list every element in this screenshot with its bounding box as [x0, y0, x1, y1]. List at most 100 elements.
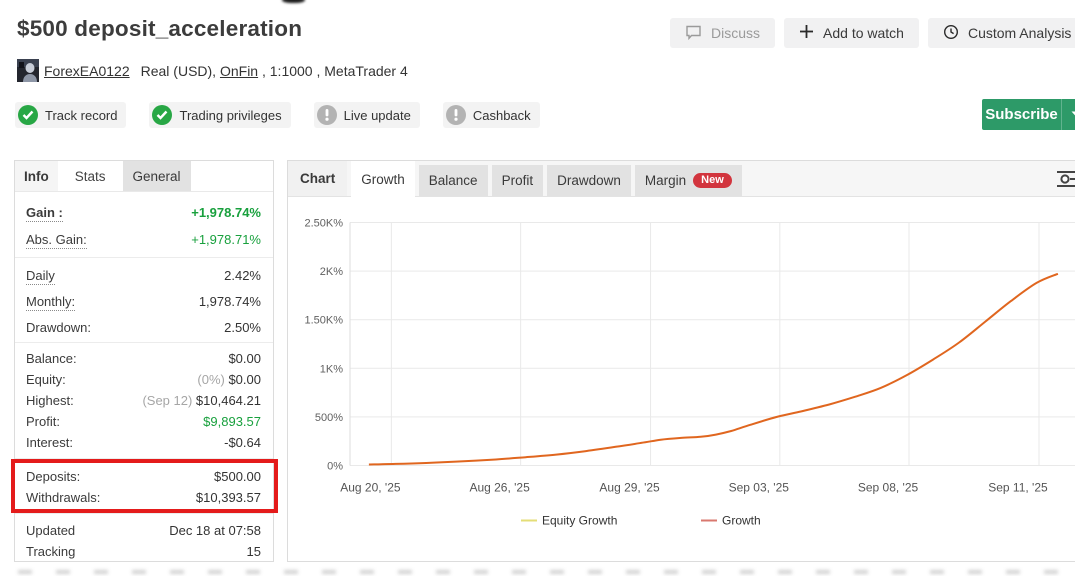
- tab-margin[interactable]: Margin New: [634, 165, 742, 196]
- x-tick-label: Sep 11, '25: [988, 481, 1048, 495]
- row-value: $0.00: [228, 351, 261, 366]
- speech-bubble-icon: [685, 24, 702, 43]
- row-value: $500.00: [214, 469, 261, 484]
- info-row-tracking: Tracking 15: [15, 541, 273, 562]
- badge-cashback: Cashback: [442, 102, 540, 128]
- info-row-gain: Gain : +1,978.74%: [15, 199, 273, 226]
- tab-general[interactable]: General: [122, 161, 191, 191]
- x-tick-label: Aug 20, '25: [340, 481, 401, 495]
- row-value: (0%) $0.00: [197, 372, 261, 387]
- row-value: +1,978.71%: [191, 232, 261, 247]
- account-row: ForexEA0122 Real (USD), OnFin , 1:1000 ,…: [17, 59, 408, 82]
- info-row-monthly: Monthly: 1,978.74%: [15, 288, 273, 314]
- badges-row: Track record Trading privileges Live updat…: [15, 102, 540, 128]
- custom-analysis-button[interactable]: Custom Analysis: [927, 18, 1075, 48]
- badge-live-update: Live update: [313, 102, 420, 128]
- custom-analysis-label: Custom Analysis: [967, 25, 1072, 41]
- row-value: +1,978.74%: [191, 205, 261, 220]
- info-row-deposits: Deposits: $500.00: [15, 466, 273, 487]
- cutoff-element-top: [282, 0, 305, 3]
- row-value: 2.42%: [224, 267, 261, 283]
- blurred-next-section: [18, 570, 1075, 574]
- row-label[interactable]: Monthly:: [26, 293, 76, 311]
- y-tick-label: 0%: [327, 461, 343, 473]
- row-label: Tracking: [26, 544, 76, 559]
- account-details: Real (USD), OnFin , 1:1000 , MetaTrader …: [141, 63, 408, 79]
- info-group-2: Balance: $0.00 Equity: (0%) $0.00 Highest: (S…: [15, 343, 273, 459]
- tab-balance[interactable]: Balance: [418, 165, 488, 196]
- tab-label: Chart: [300, 171, 336, 186]
- info-row-profit: Profit: $9,893.57: [15, 411, 273, 432]
- badge-track-record: Track record: [15, 102, 127, 128]
- add-to-watch-button[interactable]: Add to watch: [784, 18, 919, 48]
- subscribe-button[interactable]: Subscribe: [982, 99, 1075, 130]
- x-tick-label: Sep 08, '25: [858, 481, 919, 495]
- row-label: Balance:: [26, 351, 77, 366]
- exclamation-circle-icon: [316, 105, 337, 125]
- row-label[interactable]: Daily: [26, 267, 55, 285]
- caret-down-icon[interactable]: [1061, 99, 1075, 130]
- row-value: $9,893.57: [203, 414, 261, 429]
- plus-icon: [799, 24, 814, 42]
- info-row-updated: Updated Dec 18 at 07:58: [15, 520, 273, 541]
- row-value: 15: [246, 544, 261, 559]
- row-label[interactable]: Gain :: [26, 205, 63, 222]
- series-growth: [368, 272, 1059, 466]
- info-panel-rows: Gain : +1,978.74% Abs. Gain: +1,978.71% Dail…: [11, 192, 278, 568]
- header-actions: Discuss Add to watch Custom Analysis: [670, 18, 1075, 48]
- discuss-label: Discuss: [711, 25, 761, 41]
- y-tick-label: 2.50K%: [304, 218, 343, 230]
- legend-label[interactable]: Growth: [722, 514, 761, 528]
- row-label: Highest:: [26, 393, 74, 408]
- discuss-button[interactable]: Discuss: [670, 18, 776, 48]
- row-label: Deposits:: [26, 469, 81, 484]
- info-group-4: Updated Dec 18 at 07:58 Tracking 15: [15, 514, 273, 568]
- add-to-watch-label: Add to watch: [823, 25, 904, 41]
- y-tick-label: 1.50K%: [304, 315, 343, 327]
- row-value: (Sep 12) $10,464.21: [142, 393, 261, 408]
- row-value: -$0.64: [224, 435, 261, 450]
- row-value-prefix: (Sep 12): [142, 393, 196, 408]
- exclamation-circle-icon: [445, 105, 466, 125]
- row-value-prefix: (0%): [197, 372, 229, 387]
- chart-settings-icon[interactable]: [1056, 168, 1075, 190]
- row-label: Withdrawals:: [26, 490, 101, 505]
- badge-label: Live update: [343, 107, 411, 123]
- y-tick-label: 1K%: [320, 363, 343, 375]
- row-label: Equity:: [26, 372, 66, 387]
- row-value: Dec 18 at 07:58: [169, 523, 261, 538]
- clock-icon: [943, 24, 959, 43]
- badge-label: Trading privileges: [179, 107, 282, 123]
- row-label: Profit:: [26, 414, 60, 429]
- info-row-drawdown: Drawdown: 2.50%: [15, 314, 273, 340]
- new-badge: New: [693, 173, 732, 188]
- tab-drawdown[interactable]: Drawdown: [547, 165, 631, 196]
- row-value: 1,978.74%: [198, 293, 261, 309]
- chart-panel-tabs: Chart Growth Balance Profit Drawdown Margin Ne…: [288, 161, 1075, 197]
- broker-link[interactable]: OnFin: [219, 62, 259, 79]
- row-value: $10,393.57: [195, 490, 261, 505]
- row-label: Updated: [26, 523, 76, 538]
- x-tick-label: Aug 29, '25: [599, 481, 660, 495]
- x-tick-label: Aug 26, '25: [469, 481, 530, 495]
- y-tick-label: 2K%: [320, 266, 343, 278]
- badge-label: Track record: [45, 107, 118, 123]
- row-label[interactable]: Abs. Gain:: [26, 232, 87, 249]
- tab-growth[interactable]: Growth: [351, 161, 415, 197]
- tab-info[interactable]: Info: [15, 161, 58, 191]
- info-row-equity: Equity: (0%) $0.00: [15, 369, 273, 390]
- tab-profit[interactable]: Profit: [491, 165, 544, 196]
- tab-label: General: [132, 168, 181, 184]
- tab-label: Growth: [361, 171, 405, 187]
- tab-label: Profit: [501, 173, 534, 188]
- info-row-absgain: Abs. Gain: +1,978.71%: [15, 226, 273, 253]
- legend-label[interactable]: Equity Growth: [542, 514, 617, 528]
- info-group-3: Deposits: $500.00 Withdrawals: $10,393.57: [15, 459, 273, 514]
- page-title: $500 deposit_acceleration: [17, 16, 303, 41]
- growth-chart[interactable]: 0% 500% 1K% 1.50K% 2K% 2.50K% Aug 20, '25 Aug 2…: [288, 197, 1075, 562]
- y-tick-label: 500%: [315, 412, 343, 424]
- account-username-link[interactable]: ForexEA0122: [44, 62, 130, 79]
- tab-stats[interactable]: Stats: [57, 161, 123, 191]
- tab-chart[interactable]: Chart: [288, 161, 348, 196]
